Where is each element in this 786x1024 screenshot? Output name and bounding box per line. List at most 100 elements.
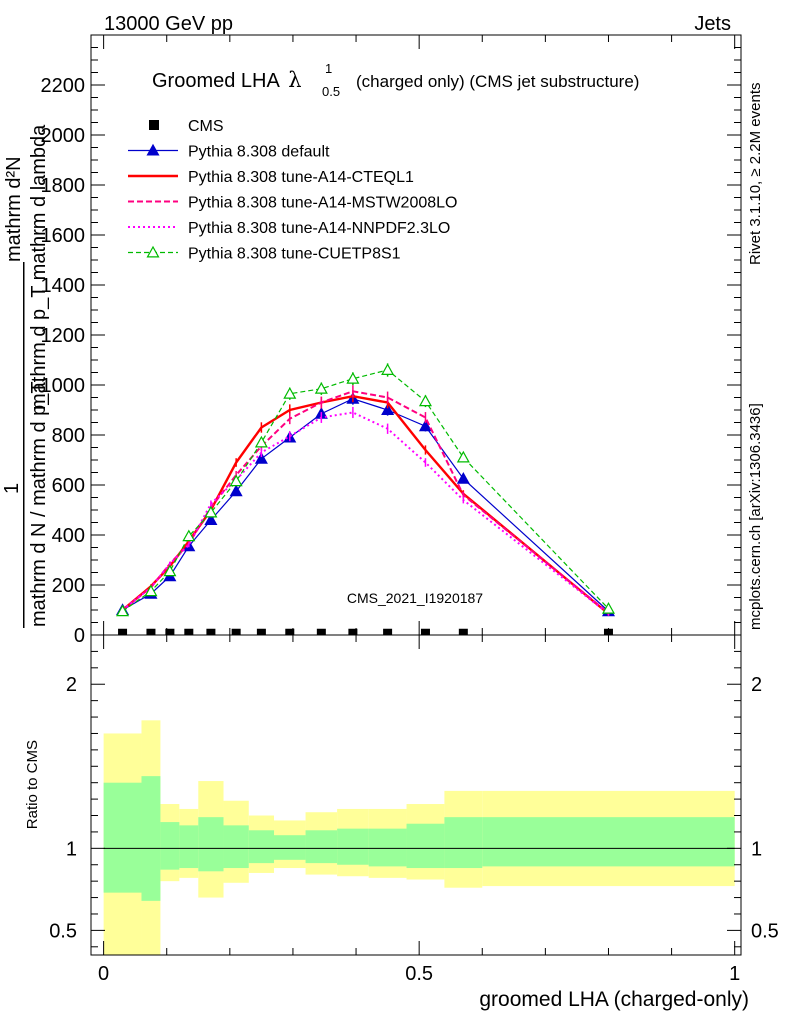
ylabel-frac-num: 1 — [1, 483, 23, 494]
y-tick-label: 1000 — [41, 375, 86, 397]
legend: CMS Pythia 8.308 default Pythia 8.308 tune… — [128, 118, 457, 263]
legend-entry: Pythia 8.308 tune-A14-MSTW2008LO — [128, 195, 457, 212]
ratio-green-band — [305, 830, 338, 864]
ratio-green-band — [337, 828, 369, 865]
ylabel-frac-den: mathrm d N / mathrm d p_T — [28, 381, 50, 627]
series-marker — [456, 450, 470, 463]
ratio-green-band — [141, 776, 161, 901]
series-marker — [204, 505, 218, 518]
legend-label: Pythia 8.308 tune-A14-CTEQL1 — [188, 169, 414, 186]
data-point — [146, 628, 156, 638]
ratio-green-band — [482, 817, 735, 867]
y-tick-label: 1200 — [41, 325, 86, 347]
series-marker — [314, 382, 328, 394]
data-point — [458, 628, 468, 638]
y-tick-label: 600 — [52, 475, 85, 497]
series-marker — [456, 472, 470, 484]
series-marker — [182, 529, 196, 542]
series-marker — [601, 602, 615, 614]
ratio-green-band — [198, 817, 224, 872]
ratio-y-tick-labels: 0.5 0.5 1 1 2 2 — [49, 674, 779, 942]
y-tick-label: 800 — [52, 425, 85, 447]
ratio-green-band — [160, 822, 180, 870]
ratio-y-tick-label-right: 1 — [751, 838, 762, 860]
legend-entry: Pythia 8.308 tune-A14-CTEQL1 — [128, 169, 414, 186]
legend-entry: CMS — [149, 118, 224, 135]
energy-label: 13000 GeV pp — [104, 13, 233, 35]
data-point — [256, 628, 266, 638]
ratio-x-tick-labels: 0 0.5 1 — [98, 963, 740, 985]
ratio-y-tick-label-left: 1 — [66, 838, 77, 860]
x-tick-label: 0.5 — [405, 963, 433, 985]
ratio-green-band — [103, 782, 142, 893]
watermark: CMS_2021_I1920187 — [347, 590, 483, 606]
data-point — [206, 628, 216, 638]
ratio-plot-border — [90, 634, 742, 956]
ratio-green-band — [274, 835, 306, 860]
series-5 — [116, 363, 615, 617]
ratio-green-band — [444, 817, 483, 869]
series-marker — [254, 435, 268, 448]
data-point — [118, 628, 128, 638]
series-marker — [163, 564, 177, 577]
ylabel-fraction-bar — [23, 262, 25, 628]
legend-marker — [146, 143, 160, 156]
legend-label: CMS — [188, 118, 224, 135]
ratio-green-band — [248, 830, 275, 864]
series-marker — [283, 387, 297, 399]
series-marker — [144, 584, 158, 597]
svg-text:Groomed LHA λ: Groomed LHA λ — [152, 68, 302, 92]
data-point — [231, 628, 241, 638]
data-point — [316, 628, 326, 638]
ylabel-denominator: mathrm d p_T mathrm d lambda — [28, 124, 50, 410]
ratio-y-tick-label-right: 0.5 — [751, 920, 779, 942]
series-0 — [118, 628, 613, 638]
title-rest: (charged only) (CMS jet substructure) — [356, 72, 639, 91]
ratio-green-band — [179, 825, 199, 869]
y-tick-label: 1600 — [41, 225, 86, 247]
legend-label: Pythia 8.308 tune-CUETP8S1 — [188, 246, 401, 263]
y-tick-label: 2000 — [41, 125, 86, 147]
title-sub: 0.5 — [322, 84, 340, 99]
title-main: Groomed LHA — [152, 70, 280, 92]
series-marker — [229, 484, 243, 497]
series-marker — [254, 452, 268, 464]
legend-entry: Pythia 8.308 default — [128, 144, 330, 161]
y-tick-label: 1800 — [41, 175, 86, 197]
y-tick-label: 0 — [74, 625, 85, 647]
main-axis-ticks — [91, 35, 741, 636]
ratio-green-band — [368, 828, 407, 867]
title-lambda: λ — [288, 68, 301, 92]
main-series — [116, 363, 615, 638]
data-point — [184, 628, 194, 638]
series-marker — [418, 419, 432, 432]
data-point — [348, 628, 358, 638]
ratio-green-band — [223, 825, 249, 869]
series-marker — [381, 403, 395, 415]
data-point — [165, 628, 175, 638]
legend-label: Pythia 8.308 tune-A14-NNPDF2.3LO — [188, 220, 450, 237]
x-tick-label: 0 — [98, 963, 109, 985]
data-point — [420, 628, 430, 638]
legend-entry: Pythia 8.308 tune-A14-NNPDF2.3LO — [128, 220, 450, 237]
ratio-bands — [103, 720, 735, 955]
series-marker — [346, 372, 360, 384]
x-tick-label: 1 — [729, 963, 740, 985]
ratio-y-tick-label-right: 2 — [751, 674, 762, 696]
series-marker — [229, 474, 243, 487]
data-point — [285, 628, 295, 638]
ratio-plot-panel: 0.5 0.51 12 2 0 0.5 1 Ratio to CMS groomed LH… — [24, 634, 779, 1011]
title-sup: 1 — [325, 61, 332, 76]
legend-marker — [146, 245, 160, 258]
y-tick-label: 1400 — [41, 275, 86, 297]
y-tick-label: 2200 — [41, 75, 86, 97]
legend-label: Pythia 8.308 default — [188, 144, 330, 161]
ratio-y-tick-label-left: 2 — [66, 674, 77, 696]
main-y-tick-labels: 0 200 400 600 800 1000 1200 1400 1600 1800 2000 220… — [41, 75, 86, 647]
x-axis-label: groomed LHA (charged-only) — [479, 988, 749, 1011]
series-marker — [381, 363, 395, 375]
series-marker — [418, 394, 432, 407]
series-line — [122, 369, 609, 612]
series-line — [121, 411, 610, 615]
